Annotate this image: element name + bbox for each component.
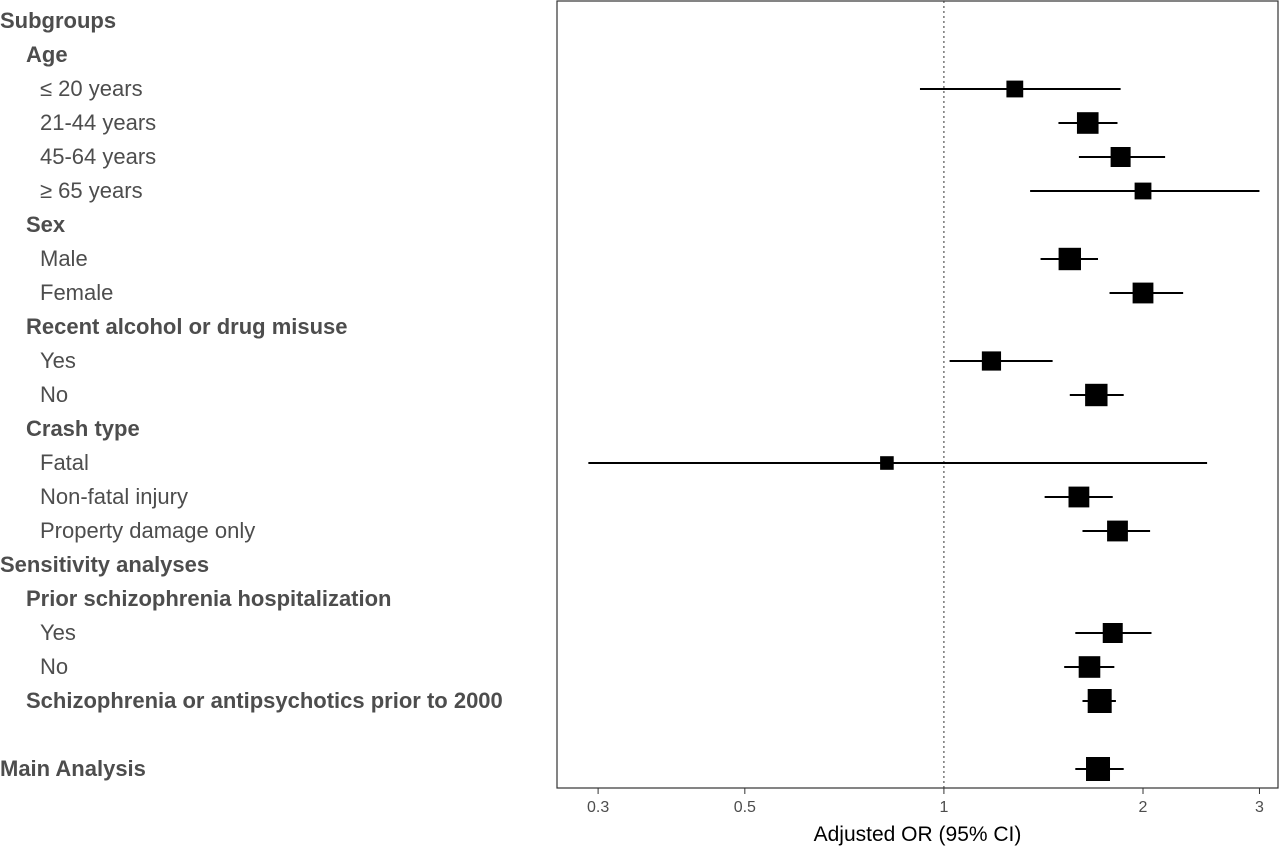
subgroup-label: Female <box>40 280 114 305</box>
group-label: Age <box>26 42 68 67</box>
x-tick-label: 0.5 <box>734 799 756 816</box>
group-label: Crash type <box>26 416 140 441</box>
point-estimate <box>1058 247 1081 271</box>
point-estimate <box>1110 147 1131 167</box>
subgroup-label: Male <box>40 246 88 271</box>
subgroup-label: No <box>40 654 69 679</box>
subgroup-label: No <box>40 382 69 407</box>
point-estimate <box>1087 689 1112 713</box>
subgroup-label: ≤ 20 years <box>40 76 143 101</box>
subgroup-label: 45-64 years <box>40 144 157 169</box>
x-tick-label: 1 <box>939 799 948 816</box>
point-estimate <box>880 456 894 470</box>
subgroup-label: Yes <box>40 348 76 373</box>
group-label: Subgroups <box>0 8 117 33</box>
point-estimate <box>1068 486 1090 508</box>
point-estimate <box>1086 757 1111 781</box>
group-label: Main Analysis <box>0 756 146 781</box>
point-estimate <box>1078 656 1101 678</box>
row-labels: Subgroups Age ≤ 20 years 21-44 years 45-64 y… <box>0 0 556 846</box>
plot-panel <box>556 0 1279 789</box>
subgroup-label: Yes <box>40 620 76 645</box>
x-tick-label: 0.3 <box>587 799 609 816</box>
subgroup-label: Non-fatal injury <box>40 484 188 509</box>
point-estimate <box>981 351 1002 371</box>
group-label: Recent alcohol or drug misuse <box>26 314 348 339</box>
subgroup-label: ≥ 65 years <box>40 178 143 203</box>
x-tick-label: 3 <box>1255 799 1264 816</box>
group-label: Prior schizophrenia hospitalization <box>26 586 392 611</box>
point-estimate <box>1134 182 1152 200</box>
point-estimate <box>1102 623 1123 643</box>
point-estimate <box>1085 383 1108 407</box>
x-tick-label: 2 <box>1139 799 1148 816</box>
point-estimate <box>1107 520 1128 542</box>
point-estimate <box>1076 112 1099 134</box>
group-label: Sensitivity analyses <box>0 552 210 577</box>
point-estimate <box>1132 282 1154 304</box>
x-axis-title: Adjusted OR (95% CI) <box>814 823 1022 846</box>
point-estimate <box>1006 80 1024 98</box>
subgroup-label: Fatal <box>40 450 89 475</box>
group-label: Sex <box>26 212 66 237</box>
subgroup-label: 21-44 years <box>40 110 157 135</box>
group-label: Schizophrenia or antipsychotics prior to… <box>26 688 503 713</box>
subgroup-label: Property damage only <box>40 518 256 543</box>
